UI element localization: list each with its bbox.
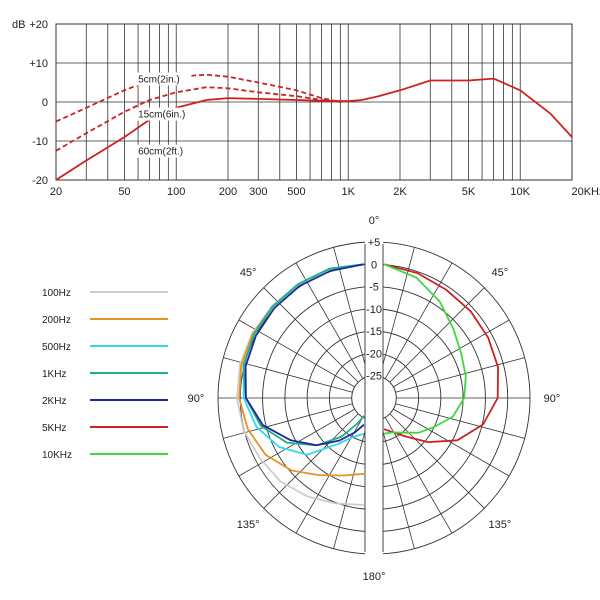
polar-curve-10KHz	[383, 263, 467, 435]
polar-curve-100Hz	[236, 263, 365, 506]
polar-curve-1KHz	[242, 263, 365, 447]
x-tick-label: 5K	[462, 186, 476, 198]
polar-spoke	[395, 357, 525, 393]
x-tick-label: 2K	[393, 186, 407, 198]
angle-label: 180°	[363, 571, 386, 583]
annotation-bg	[135, 107, 198, 121]
angle-label: 0°	[369, 215, 380, 227]
response-line-2	[56, 73, 341, 123]
polar-spoke	[384, 417, 453, 534]
r-label-bg	[366, 302, 382, 315]
legend-label: 100Hz	[42, 288, 71, 299]
y-tick-label: -10	[32, 136, 48, 148]
polar-spoke	[384, 262, 453, 379]
legend-label: 10KHz	[42, 450, 72, 461]
r-label-bg	[366, 258, 382, 271]
frequency-response-chart: +20 +10 0 -10 -20 dB 20 50 100 200 300 500 1K 2K 5K 10K…	[12, 19, 600, 198]
x-tick-label: 300	[249, 186, 267, 198]
r-tick-label: -25	[366, 371, 382, 383]
r-tick-label: +5	[368, 237, 381, 249]
legend-label: 500Hz	[42, 342, 71, 353]
plot-frame	[55, 23, 573, 181]
angle-label: 45°	[240, 267, 257, 279]
polar-spoke	[379, 247, 415, 377]
polar-legend: 100Hz 200Hz 500Hz 1KHz 2KHz 5KHz 10KHz	[42, 288, 168, 461]
r-tick-label: 0	[371, 259, 377, 271]
x-tick-label: 20KHz	[571, 186, 600, 198]
angle-label: 135°	[488, 519, 511, 531]
angle-label: 135°	[237, 519, 260, 531]
polar-spoke	[395, 403, 525, 439]
y-tick-label: +20	[29, 19, 48, 31]
r-tick-label: -10	[366, 304, 382, 316]
x-tick-label: 1K	[341, 186, 355, 198]
x-tick-label: 50	[118, 186, 130, 198]
r-label-bg	[366, 280, 382, 293]
polar-spoke	[389, 287, 485, 383]
r-label-bg	[366, 369, 382, 382]
response-line-0	[56, 77, 572, 180]
annotation-bg	[135, 72, 192, 86]
r-label-bg	[366, 347, 382, 360]
annotation-bg	[135, 144, 198, 158]
r-tick-label: -15	[366, 326, 382, 338]
polar-curve-2KHz	[244, 263, 365, 447]
y-tick-label: 0	[42, 97, 48, 109]
x-tick-label: 20	[50, 186, 62, 198]
x-tick-label: 100	[167, 186, 185, 198]
y-axis-label: dB	[12, 19, 25, 31]
x-tick-label: 500	[287, 186, 305, 198]
legend-label: 1KHz	[42, 369, 66, 380]
polar-spoke	[393, 408, 510, 477]
x-tick-label: 10K	[510, 186, 530, 198]
y-tick-label: -20	[32, 175, 48, 187]
angle-label: 90°	[544, 393, 561, 405]
polar-center-gap	[365, 234, 383, 562]
legend-label: 2KHz	[42, 396, 66, 407]
legend-label: 200Hz	[42, 315, 71, 326]
r-tick-label: -20	[366, 348, 382, 360]
polar-spoke	[379, 419, 415, 549]
polar-pattern-chart: +5 0 -5 -10 -15 -20 -25 0° 45° 90° 135° 180° 135° 90°…	[188, 215, 561, 583]
annotation-label: 60cm(2ft.)	[138, 147, 183, 158]
polar-spoke	[389, 413, 485, 509]
r-label-bg	[366, 236, 382, 248]
angle-label: 90°	[188, 393, 205, 405]
polar-spoke	[333, 419, 369, 549]
r-tick-label: -5	[369, 282, 379, 294]
annotation-label: 5cm(2in.)	[138, 75, 180, 86]
polar-curve-5KHz	[383, 263, 499, 443]
polar-spoke	[263, 413, 359, 509]
r-label-bg	[366, 325, 382, 338]
legend-label: 5KHz	[42, 423, 66, 434]
x-tick-label: 200	[219, 186, 237, 198]
y-tick-label: +10	[29, 58, 48, 70]
response-line-1	[56, 86, 341, 152]
annotation-label: 15cm(6in.)	[138, 110, 185, 121]
polar-spoke	[393, 319, 510, 388]
angle-label: 45°	[492, 267, 509, 279]
polar-spoke	[238, 408, 355, 477]
